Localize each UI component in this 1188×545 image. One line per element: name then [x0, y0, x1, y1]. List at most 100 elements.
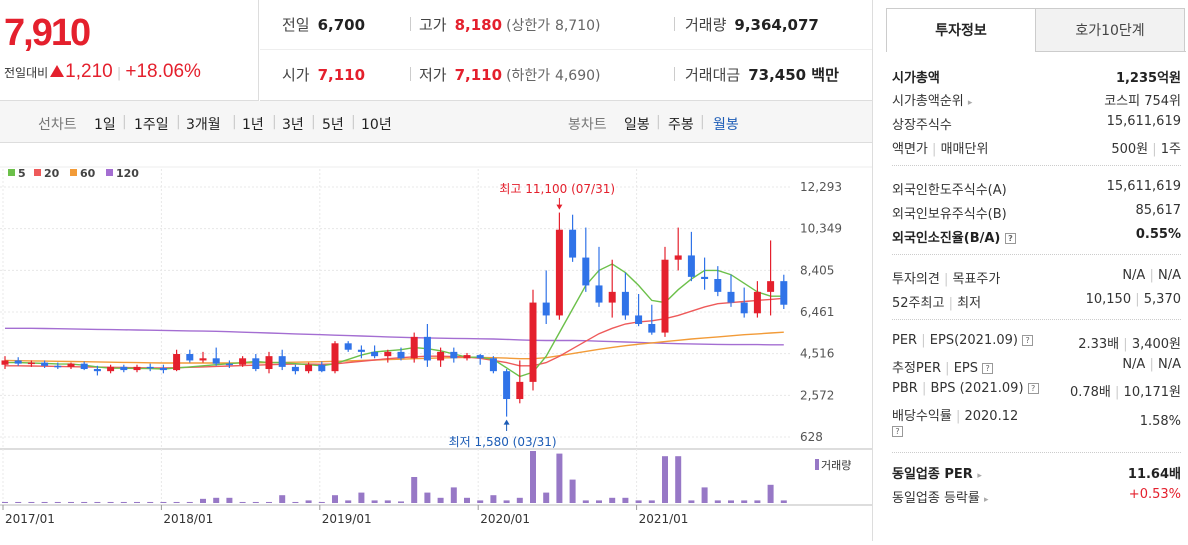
candle-body [753, 291, 761, 314]
stock-chart[interactable]: 12,293 10,349 8,405 6,461 4,516 2,572 628 2017/… [0, 143, 872, 541]
volume-bar [160, 501, 167, 503]
help-icon[interactable]: ? [982, 363, 994, 374]
help-icon[interactable]: ? [892, 426, 903, 437]
candle-body [186, 354, 194, 361]
x-tick-label: 2021/01 [639, 512, 689, 526]
period-toolbar: 선차트 1일 | 1주일 | 3개월 | 1년 | 3년 | 5년 | 10년 … [0, 101, 872, 143]
candle-body [41, 362, 49, 366]
volume-bar [81, 501, 88, 503]
candle-body [661, 259, 669, 333]
volume-bar [622, 497, 629, 503]
volume-bar [186, 501, 193, 503]
candle-body [397, 351, 405, 359]
period-1y[interactable]: 1년 [242, 117, 264, 133]
candle-body [252, 358, 260, 370]
volume-bar [675, 456, 682, 503]
candle-body [344, 343, 352, 350]
y-tick-label: 628 [800, 430, 823, 444]
info-dividend: 배당수익률 | 2020.12? 1.58% [892, 409, 1181, 437]
candle-body [555, 229, 563, 316]
candle-body [67, 363, 75, 367]
volume-bar [15, 501, 22, 503]
up-arrow-icon [503, 419, 510, 425]
candle-body [278, 356, 286, 367]
price-change: 전일대비 1,210 | +18.06% [4, 61, 201, 83]
y-tick-label: 12,293 [800, 180, 842, 194]
help-icon[interactable]: ? [1027, 383, 1039, 394]
volume-bar [384, 500, 391, 503]
volume-bar [437, 497, 444, 503]
candle-body [450, 351, 458, 359]
up-arrow-icon [50, 65, 65, 77]
candle-weekly[interactable]: 주봉 [668, 117, 694, 133]
candle-body [437, 351, 445, 361]
low-annotation: 최저 1,580 (03/31) [449, 435, 557, 449]
volume-bar [371, 500, 378, 503]
candle-body [357, 349, 365, 352]
volume-bar [54, 501, 61, 503]
ma-legend-swatch [8, 169, 15, 176]
period-5y[interactable]: 5년 [322, 117, 344, 133]
ma-legend-swatch [34, 169, 41, 176]
divider: | [116, 66, 122, 81]
stat-open: 시가 7,110 [282, 66, 366, 84]
candle-body [93, 369, 101, 372]
volume-bar [635, 500, 642, 503]
volume-bar [305, 500, 312, 503]
volume-bar [648, 500, 655, 503]
volume-bar [503, 500, 510, 503]
help-icon[interactable]: ? [1004, 233, 1016, 244]
candle-body [291, 366, 299, 372]
volume-bar [252, 501, 259, 503]
tab-order-book[interactable]: 호가10단계 [1035, 8, 1185, 52]
volume-bar [398, 501, 404, 503]
current-price: 7,910 [4, 12, 91, 54]
period-3m[interactable]: 3개월 [186, 117, 221, 133]
volume-bar [173, 501, 180, 503]
stat-amount: 거래대금 73,450 백만 [685, 66, 839, 84]
volume-bar [292, 501, 299, 503]
volume-bar [609, 497, 616, 503]
candle-body [503, 371, 511, 400]
candle-body [1, 360, 9, 365]
ma-legend-label: 20 [44, 167, 60, 180]
candle-body [331, 343, 339, 372]
volume-legend-swatch [815, 459, 819, 470]
x-tick-label: 2017/01 [5, 512, 55, 526]
help-icon[interactable]: ? [1022, 335, 1034, 346]
candle-body [173, 354, 181, 371]
volume-bar [266, 501, 272, 503]
volume-bar [94, 501, 101, 503]
candle-daily[interactable]: 일봉 [624, 117, 650, 133]
ma-legend-label: 120 [116, 167, 139, 180]
volume-bar [728, 500, 734, 503]
period-10y[interactable]: 10년 [361, 117, 392, 133]
high-annotation: 최고 11,100 (07/31) [499, 182, 615, 196]
candle-body [239, 358, 247, 365]
volume-bar [450, 487, 457, 503]
stat-high: 고가 8,180 (상한가 8,710) [419, 16, 601, 34]
volume-bar [411, 477, 418, 503]
volume-bar [477, 500, 484, 503]
ma-legend-label: 5 [18, 167, 26, 180]
volume-bar [543, 492, 550, 503]
volume-bar [358, 492, 365, 503]
candle-monthly[interactable]: 월봉 [713, 117, 739, 133]
candle-body [133, 366, 141, 371]
candle-body [674, 255, 682, 260]
candle-body [14, 360, 22, 364]
period-1w[interactable]: 1주일 [134, 117, 169, 133]
tab-investment-info[interactable]: 투자정보 [886, 8, 1036, 52]
period-3y[interactable]: 3년 [282, 117, 304, 133]
line-chart-label: 선차트 [38, 117, 77, 133]
price-summary: 7,910 전일대비 1,210 | +18.06% [0, 0, 259, 101]
period-1d[interactable]: 1일 [94, 117, 116, 133]
volume-bar [213, 497, 220, 503]
candle-body [727, 291, 735, 303]
candle-body [265, 356, 273, 370]
y-tick-label: 10,349 [800, 222, 842, 236]
candle-body [608, 291, 616, 303]
volume-bar [2, 501, 8, 503]
candle-body [318, 364, 326, 372]
volume-bar [120, 501, 127, 503]
